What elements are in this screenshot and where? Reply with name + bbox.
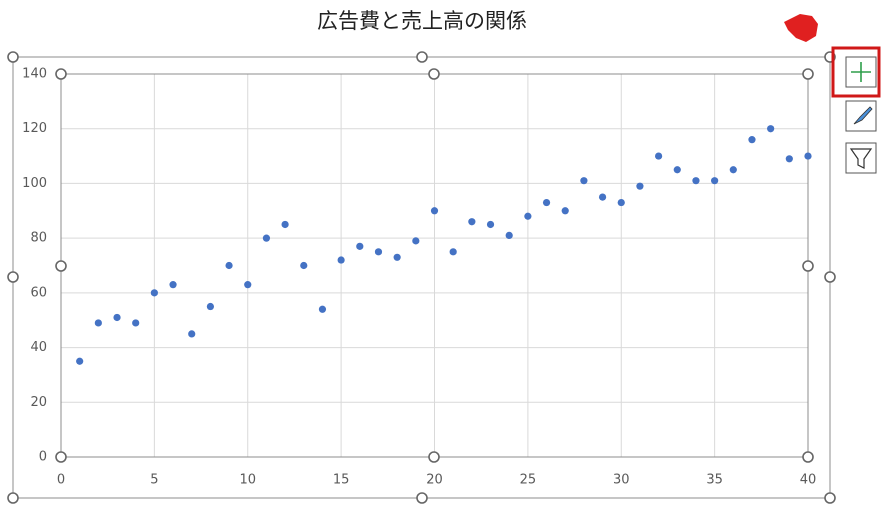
- point: [617, 198, 625, 207]
- grid: 0 20 40 60 80 100 120 140 0 5 10 15 20 25 30 35 40: [22, 67, 816, 488]
- handle[interactable]: [428, 68, 440, 80]
- point: [281, 220, 289, 229]
- marks: [76, 125, 812, 365]
- handle[interactable]: [7, 271, 19, 283]
- x-tick-label: 15: [333, 473, 350, 488]
- x-tick-label: 20: [426, 473, 443, 488]
- y-tick-label: 140: [22, 67, 47, 82]
- filter-icon: [849, 148, 873, 169]
- point: [262, 234, 271, 242]
- point: [206, 302, 214, 311]
- brush-icon: [853, 106, 873, 125]
- point: [169, 281, 177, 289]
- handle[interactable]: [802, 68, 814, 80]
- y-tick-label: 20: [30, 395, 47, 410]
- point: [580, 177, 588, 185]
- point: [225, 261, 233, 270]
- handle[interactable]: [55, 68, 67, 80]
- point: [748, 136, 756, 144]
- point: [486, 220, 495, 229]
- point: [374, 248, 383, 256]
- point: [505, 231, 513, 240]
- handle[interactable]: [416, 492, 428, 504]
- hand-icon: [784, 14, 818, 42]
- selection-handles: [7, 51, 836, 504]
- point: [655, 152, 663, 160]
- x-tick-label: 10: [239, 473, 256, 488]
- y-tick-label: 60: [30, 285, 47, 300]
- chart-filters-button[interactable]: [845, 142, 877, 174]
- plus-icon: [851, 62, 871, 82]
- handle[interactable]: [824, 271, 836, 283]
- handle[interactable]: [416, 51, 428, 63]
- chart-elements-button[interactable]: [845, 56, 877, 88]
- handle[interactable]: [428, 451, 440, 463]
- point: [244, 281, 252, 289]
- handle[interactable]: [824, 492, 836, 504]
- point: [430, 207, 439, 215]
- point: [188, 330, 196, 338]
- handle[interactable]: [802, 260, 814, 272]
- point: [561, 207, 569, 215]
- y-tick-label: 100: [22, 176, 47, 191]
- point: [598, 193, 607, 201]
- handle[interactable]: [802, 451, 814, 463]
- point: [132, 319, 140, 327]
- point: [542, 198, 551, 207]
- y-tick-label: 120: [22, 121, 47, 136]
- x-tick-label: 30: [613, 473, 630, 488]
- point: [76, 357, 84, 365]
- point: [356, 242, 364, 250]
- handle[interactable]: [55, 451, 67, 463]
- point: [150, 289, 158, 297]
- point: [785, 155, 793, 163]
- chart-title: 広告費と売上高の関係: [317, 9, 527, 33]
- point: [300, 261, 308, 270]
- point: [318, 305, 327, 313]
- y-tick-label: 40: [30, 340, 47, 355]
- chart-frame: [12, 56, 831, 499]
- highlight-box: [831, 46, 881, 98]
- point: [412, 237, 420, 245]
- pointer-hand: [784, 14, 818, 42]
- button-frame[interactable]: [845, 142, 877, 174]
- x-tick-label: 5: [150, 473, 158, 488]
- point: [767, 125, 775, 133]
- point: [804, 152, 812, 160]
- y-tick-label: 0: [39, 450, 47, 465]
- point: [449, 248, 457, 256]
- x-tick-label: 40: [800, 473, 817, 488]
- handle[interactable]: [7, 492, 19, 504]
- chart-styles-button[interactable]: [845, 100, 877, 132]
- point: [673, 166, 681, 174]
- point: [524, 212, 532, 220]
- point: [711, 177, 719, 185]
- x-tick-label: 25: [520, 473, 537, 488]
- point: [692, 177, 700, 185]
- x-tick-label: 35: [706, 473, 723, 488]
- handle[interactable]: [55, 260, 67, 272]
- handle[interactable]: [7, 51, 19, 63]
- point: [337, 256, 345, 264]
- point: [468, 218, 476, 226]
- x-tick-label: 0: [57, 473, 65, 488]
- point: [393, 253, 401, 261]
- y-tick-label: 80: [30, 231, 47, 246]
- point: [636, 182, 644, 190]
- point: [729, 166, 737, 174]
- point: [94, 319, 102, 327]
- point: [113, 313, 121, 322]
